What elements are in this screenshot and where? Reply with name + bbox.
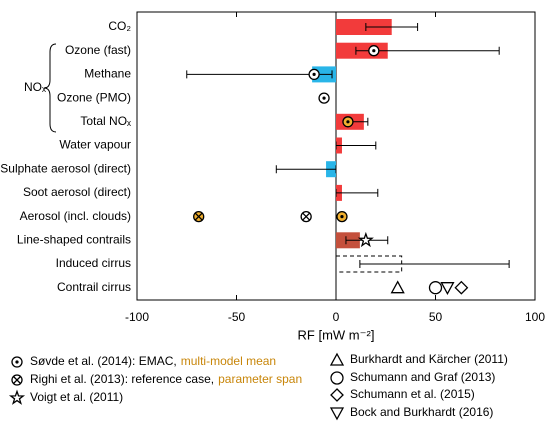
marker [440,282,455,296]
legend-entry: Schumann et al. (2015) [350,387,475,401]
group-brace [43,43,57,133]
x-tick-label: -50 [228,310,246,324]
y-tick-label: Ozone (PMO) [57,90,131,104]
legend-label: Bock and Burkhardt (2016) [350,405,493,419]
marker-dot [372,49,376,53]
error-bar [365,23,419,31]
marker-shape [454,280,469,295]
marker-cross [13,376,21,384]
marker-shape [330,388,344,402]
legend-entry: Schumann and Graf (2013) [350,370,495,384]
marker-cross [302,212,311,221]
y-tick-label: Soot aerosol (direct) [23,185,131,199]
y-tick-label: Induced cirrus [56,256,131,270]
error-bar [186,70,333,79]
bar [336,19,392,35]
marker [193,210,205,223]
marker-dot [312,72,316,76]
marker-shape [390,280,405,294]
x-tick-label: -100 [125,310,149,324]
legend-entry: Righi et al. (2013): reference case, para… [30,372,302,386]
legend-label: Righi et al. (2013): reference case, [30,372,214,386]
legend-label: parameter span [218,372,302,386]
x-tick-label: 50 [429,310,443,324]
marker [342,116,354,128]
marker-dot [346,120,350,124]
marker [428,281,443,295]
marker-shape [330,371,344,385]
legend-label: multi-model mean [181,354,276,368]
legend-label: Søvde et al. (2014): EMAC, [30,354,177,368]
y-tick-label: Methane [84,67,131,81]
marker-shape [440,282,455,296]
y-tick-label: Ozone (fast) [65,43,131,57]
marker-shape [329,407,345,421]
y-tick-label: Water vapour [59,138,131,152]
error-bar [335,188,379,197]
x-tick-label: 100 [525,310,545,324]
marker [454,280,469,295]
y-tick-label: Total NOₓ [80,114,131,128]
marker-shape [8,389,26,405]
marker [357,231,374,248]
marker [336,210,348,223]
error-bar [359,260,510,268]
marker [330,388,344,402]
error-bar [335,141,377,150]
marker-cross [194,212,203,221]
y-tick-label: Contrail cirrus [57,280,131,294]
marker [330,371,344,385]
marker [11,374,23,386]
legend-label: Schumann and Graf (2013) [350,370,495,384]
legend-label: Burkhardt and Kärcher (2011) [350,352,508,366]
marker-dot [340,215,344,219]
marker [368,45,380,57]
marker-shape [357,231,374,248]
x-axis-label: RF [mW m⁻²] [298,327,375,342]
marker [318,92,330,104]
y-tick-label: CO₂ [108,19,131,33]
legend-label: Schumann et al. (2015) [350,387,475,401]
marker-dot [15,360,19,364]
marker [308,68,320,81]
marker [300,210,312,223]
marker [11,356,23,368]
y-tick-label: Aerosol (incl. clouds) [20,209,131,223]
x-tick-label: 0 [333,310,340,324]
marker [329,407,345,421]
legend-entry: Bock and Burkhardt (2016) [350,405,493,419]
group-label: NOₓ [24,80,46,94]
marker [390,280,405,294]
error-bar [275,165,337,174]
legend-label: Voigt et al. (2011) [30,390,123,404]
y-tick-label: Sulphate aerosol (direct) [0,161,131,175]
marker [8,389,26,405]
marker-dot [322,96,326,100]
marker [329,352,345,366]
marker-shape [329,352,345,366]
y-tick-label: Line-shaped contrails [17,232,131,246]
legend-entry: Burkhardt and Kärcher (2011) [350,352,508,366]
legend-entry: Søvde et al. (2014): EMAC, multi-model me… [30,354,276,368]
error-bar [355,46,500,55]
legend-entry: Voigt et al. (2011) [30,390,123,404]
marker-shape [428,281,443,295]
